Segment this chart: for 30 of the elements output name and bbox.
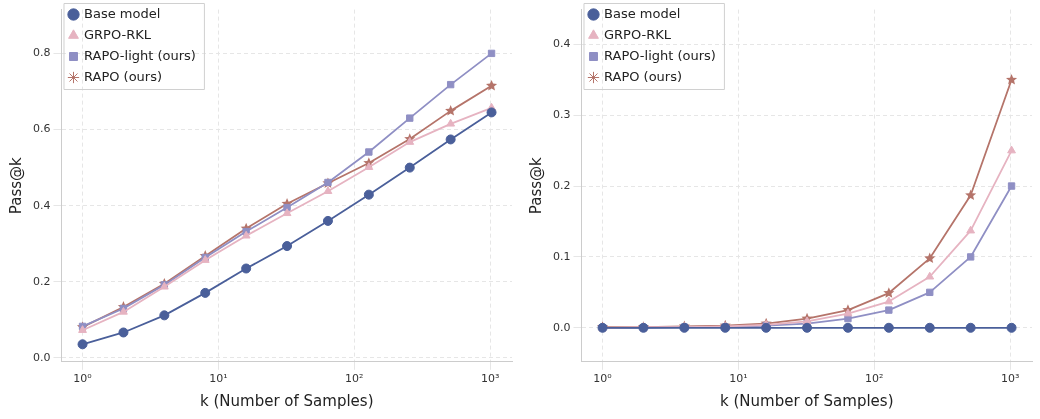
y-tick-label: 0.4 <box>32 198 51 212</box>
x-axis-title: k (Number of Samples) <box>720 391 894 410</box>
legend-label: Base model <box>603 5 681 21</box>
y-tick-label: 0.2 <box>32 274 51 288</box>
x-tick-label: 10¹ <box>729 372 748 386</box>
x-axis-title: k (Number of Samples) <box>200 391 374 410</box>
x-tick-label: 10⁰ <box>593 372 613 386</box>
legend-label: RAPO (ours) <box>603 68 683 84</box>
y-tick-label: 0.0 <box>552 320 571 334</box>
y-tick-label: 0.3 <box>552 108 571 122</box>
y-tick-label: 0.4 <box>552 37 571 51</box>
y-axis-title: Pass@k <box>526 156 545 215</box>
x-tick-label: 10³ <box>1000 372 1020 386</box>
y-tick-label: 0.1 <box>552 249 571 263</box>
legend-label: RAPO-light (ours) <box>603 47 716 63</box>
legend-label: RAPO-light (ours) <box>83 47 196 63</box>
legend-label: GRPO-RKL <box>603 26 672 42</box>
legend-label: RAPO (ours) <box>83 68 163 84</box>
legend-label: GRPO-RKL <box>83 26 152 42</box>
x-tick-label: 10⁰ <box>73 372 93 386</box>
y-tick-label: 0.6 <box>32 122 51 136</box>
y-tick-label: 0.0 <box>32 350 51 364</box>
legend-label: Base model <box>83 5 161 21</box>
y-axis-title: Pass@k <box>6 156 25 215</box>
y-tick-label: 0.2 <box>552 178 571 192</box>
y-tick-label: 0.8 <box>32 46 51 60</box>
x-tick-label: 10¹ <box>209 372 228 386</box>
x-tick-label: 10² <box>865 372 884 386</box>
x-tick-label: 10³ <box>480 372 500 386</box>
x-tick-label: 10² <box>345 372 364 386</box>
